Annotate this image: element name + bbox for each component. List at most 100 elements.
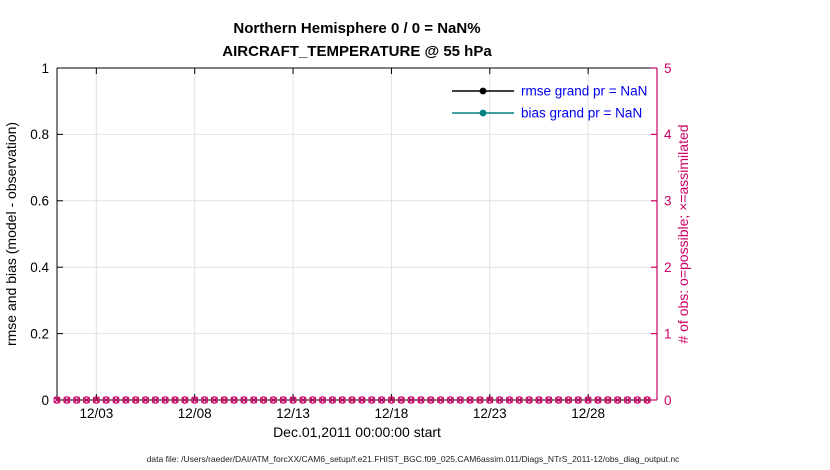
obs-marker-possible [584,396,592,404]
y-axis-label-left: rmse and bias (model - observation) [3,122,19,346]
obs-marker-possible [505,396,514,404]
obs-marker-assimilated [73,396,81,404]
obs-marker-assimilated [417,396,425,404]
obs-marker-assimilated [486,396,494,404]
obs-marker-assimilated [201,396,208,404]
obs-marker-possible [594,396,602,404]
obs-marker-assimilated [112,396,120,404]
x-axis-label: Dec.01,2011 00:00:00 start [273,424,441,440]
obs-marker-possible [82,396,91,404]
obs-marker-possible [299,396,307,404]
obs-marker-possible [486,396,494,404]
obs-marker-assimilated [348,396,356,404]
obs-marker-assimilated [269,396,277,404]
legend-marker [479,87,487,95]
legend-label: rmse grand pr = NaN [521,84,647,99]
obs-marker-assimilated [279,396,287,404]
obs-marker-possible [240,396,248,404]
y-tick-label-right: 3 [664,194,672,209]
obs-marker-possible [525,396,533,404]
obs-marker-possible [200,396,209,404]
obs-marker-possible [397,396,405,404]
obs-marker-possible [623,396,632,404]
y-tick-label-left: 0.8 [30,127,49,142]
obs-marker-possible [466,396,474,404]
obs-marker-possible [250,396,258,404]
obs-marker-assimilated [614,396,622,404]
obs-marker-possible [269,396,278,404]
obs-marker-possible [220,396,228,404]
obs-marker-possible [574,396,583,404]
y-tick-label-left: 0 [41,393,49,408]
tick-labels-layer: 12/03 12/08 12/13 12/18 12/23 12/28 0 0.2 0.4 0.6… [30,61,672,421]
x-tick-label: 12/18 [375,406,409,421]
obs-marker-possible [495,396,504,404]
obs-marker-possible [535,396,543,404]
y-tick-label-left: 1 [41,61,49,76]
obs-marker-assimilated [171,396,179,404]
obs-marker-assimilated [250,396,258,404]
obs-marker-assimilated [545,396,553,404]
obs-marker-assimilated [63,396,71,404]
obs-marker-assimilated [565,396,572,404]
obs-marker-possible [476,396,484,404]
y-tick-label-right: 2 [664,260,672,275]
obs-marker-assimilated [525,396,533,404]
obs-marker-possible [63,396,71,404]
obs-marker-possible [181,396,189,404]
obs-marker-assimilated [604,396,612,404]
x-tick-label: 12/28 [571,406,605,421]
obs-marker-assimilated [427,396,435,404]
obs-marker-possible [53,396,61,404]
obs-marker-possible [564,396,573,404]
obs-marker-assimilated [378,396,386,404]
obs-marker-possible [318,396,327,404]
obs-marker-assimilated [535,396,543,404]
y-tick-label-right: 0 [664,393,672,408]
obs-marker-possible [643,396,651,404]
obs-marker-possible [515,396,523,404]
obs-marker-possible [613,396,622,404]
obs-marker-possible [456,396,464,404]
obs-marker-possible [436,396,445,404]
x-tick-label: 12/03 [79,406,113,421]
obs-marker-possible [348,396,356,404]
obs-marker-possible [545,396,553,404]
obs-marker-possible [151,396,160,404]
y-tick-label-right: 1 [664,326,672,341]
obs-marker-possible [417,396,425,404]
obs-marker-possible [279,396,287,404]
obs-marker-assimilated [142,396,149,404]
y-axis-label-right: # of obs: o=possible; ×=assimilated [675,124,691,343]
obs-marker-assimilated [319,396,326,404]
obs-marker-possible [102,396,110,404]
obs-marker-possible [210,396,219,404]
obs-marker-assimilated [496,396,504,404]
x-tick-label: 12/13 [276,406,310,421]
obs-marker-possible [72,396,81,404]
x-tick-label: 12/08 [178,406,212,421]
x-tick-label: 12/23 [473,406,507,421]
obs-marker-assimilated [210,396,218,404]
obs-marker-possible [289,396,297,404]
obs-marker-possible [407,396,415,404]
obs-marker-assimilated [594,396,602,404]
obs-marker-possible [338,396,346,404]
obs-marker-possible [191,396,199,404]
obs-marker-assimilated [476,396,484,404]
obs-marker-assimilated [309,396,317,404]
chart-title: Northern Hemisphere 0 / 0 = NaN% [233,20,480,37]
obs-marker-assimilated [220,396,228,404]
obs-marker-assimilated [358,396,366,404]
y-tick-label-right: 4 [664,127,672,142]
obs-marker-possible [171,396,179,404]
obs-marker-assimilated [397,396,405,404]
obs-marker-assimilated [83,396,90,404]
obs-marker-possible [230,396,238,404]
obs-marker-possible [112,396,120,404]
obs-marker-possible [633,396,642,404]
obs-marker-possible [446,396,455,404]
obs-marker-possible [358,396,366,404]
obs-marker-assimilated [328,396,336,404]
obs-marker-assimilated [388,396,395,404]
